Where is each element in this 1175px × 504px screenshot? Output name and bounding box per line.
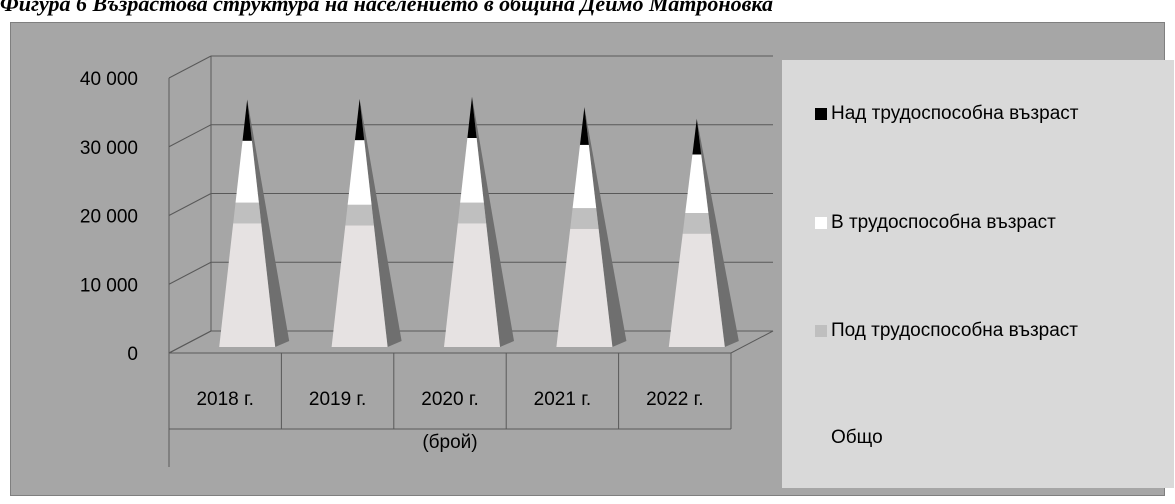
legend-item-above-working-age: Над трудоспособна възраст xyxy=(815,103,1078,125)
pyramid-segment xyxy=(570,208,599,229)
x-tick-label: 2021 г. xyxy=(534,389,591,410)
pyramid-segment xyxy=(460,138,484,203)
legend-swatch xyxy=(815,325,827,337)
grid-line-side xyxy=(168,124,212,148)
pyramid-segment xyxy=(579,107,589,145)
pyramid-segment xyxy=(233,202,262,224)
grid-line-side xyxy=(168,55,212,79)
pyramid-segment xyxy=(235,140,259,203)
pyramid-side-face xyxy=(584,107,627,347)
pyramid-segment xyxy=(354,98,365,141)
y-tick-label: 30 000 xyxy=(80,138,138,159)
x-axis-label: (брой) xyxy=(422,432,477,453)
pyramid-segment xyxy=(457,202,487,224)
pyramid-segment xyxy=(685,154,709,213)
pyramid-segment xyxy=(444,223,500,347)
legend-label: Общо xyxy=(831,427,883,448)
chart-legend: Над трудоспособна възраст В трудоспособн… xyxy=(782,60,1174,488)
grid-line-side xyxy=(168,193,212,216)
chart-area: 0 10 000 20 000 30 000 40 000 2018 г. 2019 г. 2… xyxy=(10,22,1174,496)
grid-line-side xyxy=(168,261,212,285)
legend-item-below-working-age: Под трудоспособна възраст xyxy=(815,320,1078,342)
legend-swatch xyxy=(815,432,827,444)
chart-floor xyxy=(168,330,774,354)
pyramid-segment xyxy=(467,96,477,138)
pyramid-side-face xyxy=(696,118,739,347)
x-tick-label: 2022 г. xyxy=(646,389,703,410)
x-tick-label: 2020 г. xyxy=(421,389,478,410)
legend-label: Над трудоспособна възраст xyxy=(831,103,1079,124)
pyramid-segment xyxy=(347,140,372,205)
pyramid-segment xyxy=(219,223,276,347)
pyramid-segment xyxy=(242,99,252,141)
pyramid-segment xyxy=(682,212,711,234)
legend-label: Под трудоспособна възраст xyxy=(831,320,1078,341)
chart-plot: 0 10 000 20 000 30 000 40 000 2018 г. 2019 г. 2… xyxy=(80,55,774,467)
y-tick-label: 20 000 xyxy=(80,207,138,228)
legend-swatch xyxy=(815,108,827,120)
pyramid-segment xyxy=(331,225,388,347)
legend-swatch xyxy=(815,217,827,229)
pyramid-segment xyxy=(572,144,597,209)
pyramid-side-face xyxy=(247,99,290,347)
pyramid-segment xyxy=(692,118,702,155)
pyramid-segment xyxy=(556,228,613,347)
x-tick-label: 2018 г. xyxy=(196,389,253,410)
pyramid-segment xyxy=(668,233,725,347)
legend-item-total: Общо xyxy=(815,427,883,449)
pyramid-segment xyxy=(345,204,374,226)
y-tick-label: 40 000 xyxy=(80,69,138,90)
pyramid-side-face xyxy=(359,98,402,347)
legend-item-working-age: В трудоспособна възраст xyxy=(815,212,1056,234)
x-tick-label: 2019 г. xyxy=(309,389,366,410)
figure-caption: Фигура 6 Възрастова структура на населен… xyxy=(0,0,774,16)
y-tick-label: 10 000 xyxy=(80,275,138,296)
y-tick-label: 0 xyxy=(127,344,138,365)
pyramid-side-face xyxy=(472,96,514,347)
legend-label: В трудоспособна възраст xyxy=(831,212,1056,233)
